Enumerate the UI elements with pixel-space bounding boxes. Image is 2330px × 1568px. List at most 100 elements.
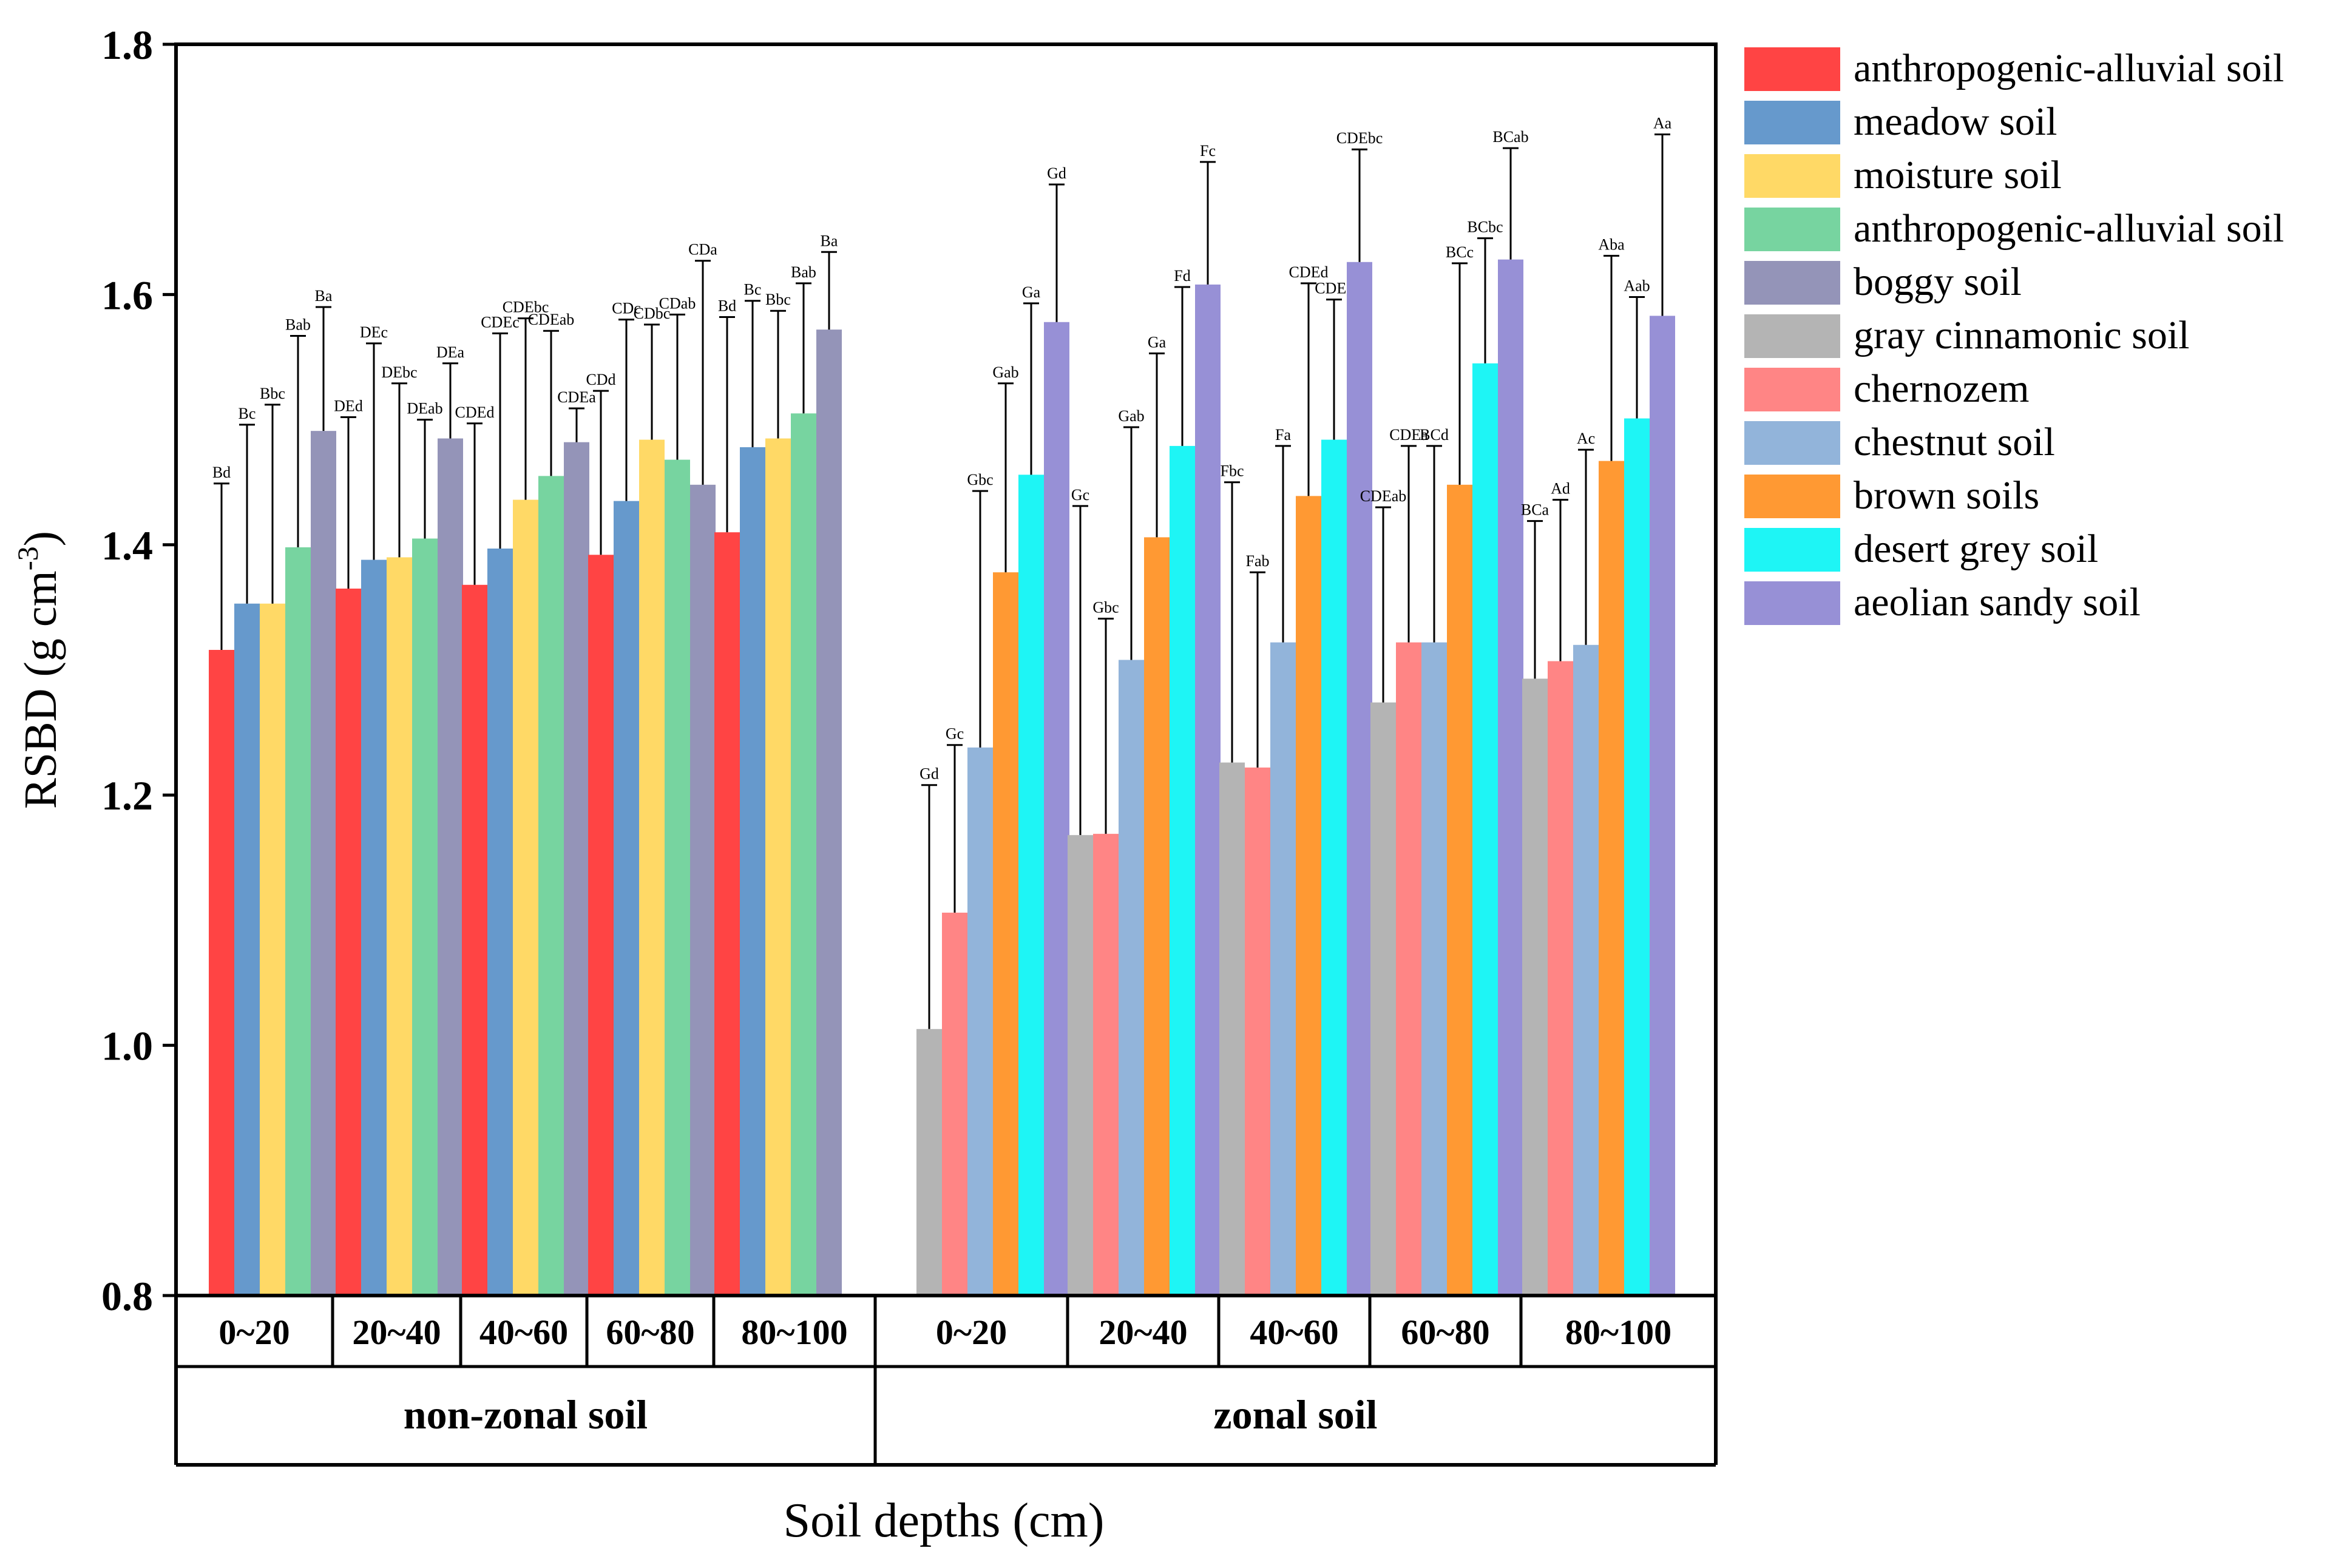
significance-letter: Fc	[1200, 142, 1216, 160]
y-axis: 0.8 1.0 1.2 1.4 1.6 1.8	[101, 22, 176, 1319]
significance-letter: Bbc	[765, 291, 791, 308]
bar	[916, 1029, 942, 1296]
depth-label: 0~20	[218, 1313, 290, 1352]
bar	[387, 557, 412, 1296]
bar	[1472, 363, 1498, 1296]
legend-swatch	[1744, 208, 1840, 251]
significance-letter: CDEab	[1360, 487, 1407, 505]
plot-frame	[174, 42, 1718, 1297]
depth-label: 40~60	[1250, 1313, 1338, 1352]
y-axis-label-close: )	[15, 531, 66, 546]
legend-swatch	[1744, 154, 1840, 198]
legend-label: anthropogenic-alluvial soil	[1854, 46, 2284, 90]
y-axis-label-sup: -3	[12, 546, 44, 570]
significance-letter: Gbc	[967, 471, 993, 488]
significance-letter: CDbc	[634, 305, 671, 322]
bar	[1573, 644, 1599, 1296]
legend-label: chestnut soil	[1854, 420, 2055, 464]
significance-letter: Gab	[992, 363, 1018, 381]
significance-letter: DEc	[360, 323, 388, 341]
bar	[1321, 439, 1347, 1296]
bar	[1498, 259, 1523, 1296]
legend-label: moisture soil	[1854, 153, 2062, 197]
bar	[1347, 262, 1372, 1296]
significance-letter: Gc	[946, 725, 964, 743]
bar	[209, 650, 234, 1296]
significance-letter: CDd	[586, 371, 615, 388]
bar	[1421, 642, 1447, 1296]
significance-letter: Ad	[1551, 480, 1570, 498]
bar	[260, 603, 285, 1296]
significance-letter: BCc	[1446, 243, 1474, 261]
significance-letter: BCab	[1492, 128, 1528, 146]
significance-letter: Ga	[1022, 283, 1041, 301]
significance-letter: Gd	[919, 765, 939, 783]
significance-letter: Ba	[315, 287, 333, 305]
bar	[487, 548, 513, 1296]
bar	[1650, 316, 1675, 1296]
legend: anthropogenic-alluvial soil meadow soil mo…	[1744, 46, 2284, 625]
bars-layer: BdBcBbcBabBaDEdDEcDEbcDEabDEaCDEdCDEcCDE…	[209, 114, 1675, 1296]
significance-letter: Ac	[1577, 430, 1595, 447]
legend-swatch	[1744, 581, 1840, 625]
significance-letter: Fd	[1174, 267, 1190, 285]
bar	[538, 476, 564, 1296]
y-tick-label: 1.8	[101, 22, 153, 68]
significance-letter: Gbc	[1092, 598, 1119, 616]
bar	[564, 442, 589, 1296]
bar	[438, 438, 463, 1296]
significance-letter: Bc	[239, 405, 256, 422]
significance-letter: CDEa	[1389, 426, 1428, 444]
significance-letter: BCbc	[1467, 218, 1503, 236]
y-tick-label: 1.2	[101, 772, 153, 819]
significance-letter: DEd	[334, 397, 363, 414]
bar	[412, 538, 438, 1296]
bar	[462, 584, 487, 1296]
group-label: zonal soil	[1213, 1391, 1377, 1438]
bar	[1370, 702, 1396, 1296]
significance-letter: Ga	[1148, 333, 1167, 351]
bar	[1599, 461, 1624, 1296]
significance-letter: Bbc	[260, 385, 285, 402]
depth-label: 60~80	[1401, 1313, 1489, 1352]
significance-letter: CDEbc	[503, 299, 549, 316]
depth-label: 40~60	[479, 1313, 568, 1352]
significance-letter: CDEd	[1289, 263, 1329, 281]
group-label: non-zonal soil	[404, 1391, 648, 1438]
bar	[1548, 661, 1573, 1296]
significance-letter: CDab	[659, 294, 696, 312]
depth-label: 0~20	[936, 1313, 1007, 1352]
depth-label: 80~100	[741, 1313, 847, 1352]
significance-letter: Bab	[285, 316, 311, 333]
bar	[234, 603, 260, 1296]
significance-letter: Bd	[718, 297, 736, 315]
bar	[614, 501, 639, 1296]
legend-label: brown soils	[1854, 473, 2039, 518]
depth-label: 20~40	[352, 1313, 441, 1352]
significance-letter: CDEbc	[1336, 129, 1383, 147]
bar	[285, 547, 311, 1296]
bar	[639, 439, 665, 1296]
legend-label: chernozem	[1854, 367, 2030, 411]
significance-letter: BCd	[1420, 426, 1449, 444]
y-tick-label: 1.4	[101, 522, 153, 569]
bar	[714, 532, 740, 1296]
bar	[1522, 678, 1548, 1296]
bar	[1144, 537, 1170, 1296]
depth-label: 60~80	[606, 1313, 694, 1352]
significance-letter: CDEa	[557, 388, 596, 406]
legend-swatch	[1744, 261, 1840, 305]
y-tick-label: 1.6	[101, 272, 153, 318]
significance-letter: CDEc	[481, 313, 520, 331]
y-axis-label: RSBD (g cm-3)	[12, 531, 66, 809]
legend-swatch	[1744, 101, 1840, 144]
bar	[361, 559, 387, 1296]
legend-label: gray cinnamonic soil	[1854, 313, 2190, 357]
significance-letter: CDc	[612, 300, 641, 317]
plot-border	[174, 42, 1718, 1297]
y-tick-label: 1.0	[101, 1023, 153, 1069]
y-axis-label-main: RSBD (g cm	[15, 570, 66, 809]
bar	[1396, 642, 1421, 1296]
bar	[1119, 660, 1144, 1296]
